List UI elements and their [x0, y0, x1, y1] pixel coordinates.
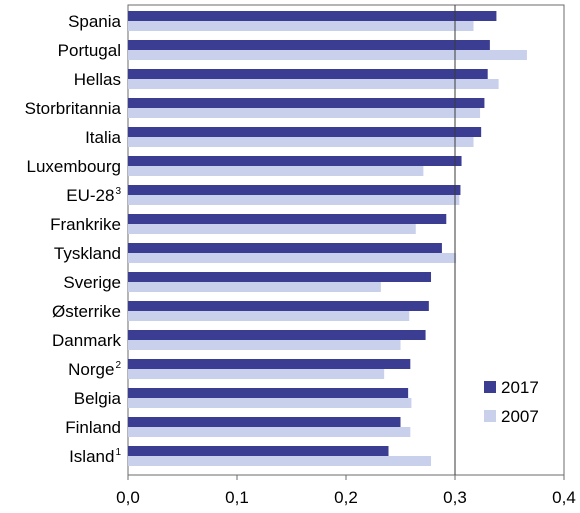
bar-2007-10 — [128, 311, 410, 321]
bar-2007-8 — [128, 253, 457, 263]
bars-group — [128, 11, 527, 466]
category-label-1: Portugal — [58, 41, 121, 60]
legend-swatch-2017 — [484, 381, 496, 393]
category-label-11: Danmark — [52, 331, 121, 350]
bar-2017-4 — [128, 127, 482, 137]
category-labels: Spania Portugal Hellas Storbritannia Italia L… — [25, 12, 122, 466]
category-label-0: Spania — [68, 12, 121, 31]
category-label-text: Spania — [68, 12, 121, 31]
category-label-text: EU-28 — [66, 186, 114, 205]
legend: 2017 2007 — [484, 378, 539, 426]
bar-2007-12 — [128, 369, 385, 379]
category-label-text: Østerrike — [52, 302, 121, 321]
category-label-text: Portugal — [58, 41, 121, 60]
bar-2007-6 — [128, 195, 460, 205]
category-label-4: Italia — [85, 128, 121, 147]
bar-2007-14 — [128, 427, 411, 437]
x-tick-label-3: 0,3 — [443, 488, 467, 507]
category-label-text: Norge — [68, 360, 114, 379]
bar-2017-7 — [128, 214, 447, 224]
category-label-10: Østerrike — [52, 302, 121, 321]
bar-2017-12 — [128, 359, 411, 369]
category-label-text: Belgia — [74, 389, 122, 408]
category-label-text: Storbritannia — [25, 99, 122, 118]
category-label-7: Frankrike — [50, 215, 121, 234]
x-tick-label-4: 0,4 — [552, 488, 576, 507]
x-axis: 0,0 0,1 0,2 0,3 0,4 — [116, 475, 576, 507]
bar-2007-1 — [128, 50, 527, 60]
bar-2017-8 — [128, 243, 442, 253]
category-label-9: Sverige — [63, 273, 121, 292]
category-label-text: Finland — [65, 418, 121, 437]
category-label-text: Italia — [85, 128, 121, 147]
category-label-13: Belgia — [74, 389, 122, 408]
category-label-text: Tyskland — [54, 244, 121, 263]
bar-2017-14 — [128, 417, 401, 427]
category-label-6: EU-283 — [66, 186, 121, 205]
category-label-text: Luxembourg — [26, 157, 121, 176]
category-footnote-marker: 3 — [115, 186, 121, 197]
bar-2017-3 — [128, 98, 485, 108]
bar-2007-11 — [128, 340, 401, 350]
bar-2017-10 — [128, 301, 429, 311]
bar-2017-1 — [128, 40, 490, 50]
category-label-3: Storbritannia — [25, 99, 122, 118]
bar-2007-2 — [128, 79, 499, 89]
category-label-text: Frankrike — [50, 215, 121, 234]
category-label-text: Danmark — [52, 331, 121, 350]
bar-2007-5 — [128, 166, 424, 176]
category-label-5: Luxembourg — [26, 157, 121, 176]
legend-label-2017: 2017 — [501, 378, 539, 397]
bar-2017-11 — [128, 330, 426, 340]
bar-2017-9 — [128, 272, 432, 282]
bar-2007-7 — [128, 224, 416, 234]
category-label-text: Hellas — [74, 70, 121, 89]
bar-2007-9 — [128, 282, 381, 292]
bar-2017-5 — [128, 156, 462, 166]
category-label-14: Finland — [65, 418, 121, 437]
legend-label-2007: 2007 — [501, 407, 539, 426]
category-label-2: Hellas — [74, 70, 121, 89]
category-footnote-marker: 2 — [115, 360, 121, 371]
bar-2007-4 — [128, 137, 474, 147]
category-label-12: Norge2 — [68, 360, 121, 379]
bar-2017-6 — [128, 185, 461, 195]
category-label-text: Sverige — [63, 273, 121, 292]
bar-2007-15 — [128, 456, 432, 466]
category-label-text: Island — [69, 447, 114, 466]
legend-swatch-2007 — [484, 410, 496, 422]
bar-2007-0 — [128, 21, 474, 31]
x-tick-label-2: 0,2 — [334, 488, 358, 507]
category-label-15: Island1 — [69, 447, 121, 466]
bar-2007-13 — [128, 398, 412, 408]
bar-2007-3 — [128, 108, 481, 118]
bar-2017-13 — [128, 388, 409, 398]
bar-2017-15 — [128, 446, 389, 456]
x-tick-label-1: 0,1 — [225, 488, 249, 507]
category-label-8: Tyskland — [54, 244, 121, 263]
x-tick-label-0: 0,0 — [116, 488, 140, 507]
bar-2017-0 — [128, 11, 497, 21]
bar-2017-2 — [128, 69, 488, 79]
category-footnote-marker: 1 — [115, 447, 121, 458]
